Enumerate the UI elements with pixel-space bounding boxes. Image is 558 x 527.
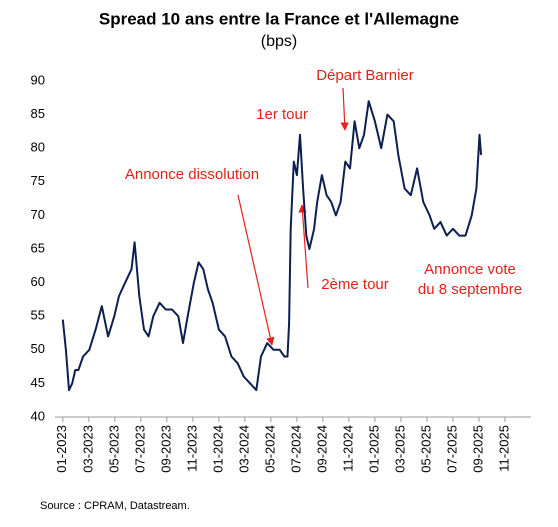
x-tick-label: 11-2024 [340,425,355,472]
y-tick-label: 70 [31,207,45,222]
x-tick-label: 01-2024 [210,425,225,473]
x-tick-label: 05-2025 [418,425,433,473]
x-tick-label: 05-2023 [106,425,121,473]
annotation: 1er tour [256,106,308,123]
x-tick-label: 11-2025 [496,425,511,472]
annotation: Annonce dissolution [125,166,259,183]
annotation: du 8 septembre [418,281,522,298]
chart-title: Spread 10 ans entre la France et l'Allem… [99,9,459,28]
y-tick-label: 60 [31,274,45,289]
x-tick-label: 07-2024 [288,425,303,473]
x-tick-label: 09-2024 [314,425,329,473]
annotation: Annonce vote [424,261,516,278]
x-tick-label: 09-2023 [158,425,173,473]
chart-subtitle: (bps) [261,33,297,50]
x-tick-label: 03-2024 [236,425,251,473]
y-tick-label: 55 [31,308,45,323]
arrow [298,204,309,289]
annotation: 2ème tour [321,276,389,293]
y-tick-label: 45 [31,375,45,390]
y-tick-label: 90 [31,72,45,87]
y-tick-label: 50 [31,341,45,356]
data-line [61,100,483,392]
x-tick-label: 05-2024 [262,425,277,473]
arrow [340,87,349,131]
x-tick-label: 01-2025 [366,425,381,473]
y-tick-label: 65 [31,240,45,255]
y-tick-label: 75 [31,173,45,188]
y-tick-label: 85 [31,106,45,121]
x-tick-label: 03-2025 [392,425,407,473]
x-tick-label: 01-2023 [54,425,69,473]
x-tick-label: 07-2025 [444,425,459,473]
arrow [237,194,275,346]
annotation: Départ Barnier [316,67,414,84]
y-tick-label: 80 [31,140,45,155]
x-tick-label: 03-2023 [80,425,95,473]
x-tick-label: 07-2023 [132,425,147,473]
x-tick-label: 11-2023 [184,425,199,472]
x-tick-label: 09-2025 [470,425,485,473]
source: Source : CPRAM, Datastream. [40,500,190,512]
y-tick-label: 40 [31,408,45,423]
